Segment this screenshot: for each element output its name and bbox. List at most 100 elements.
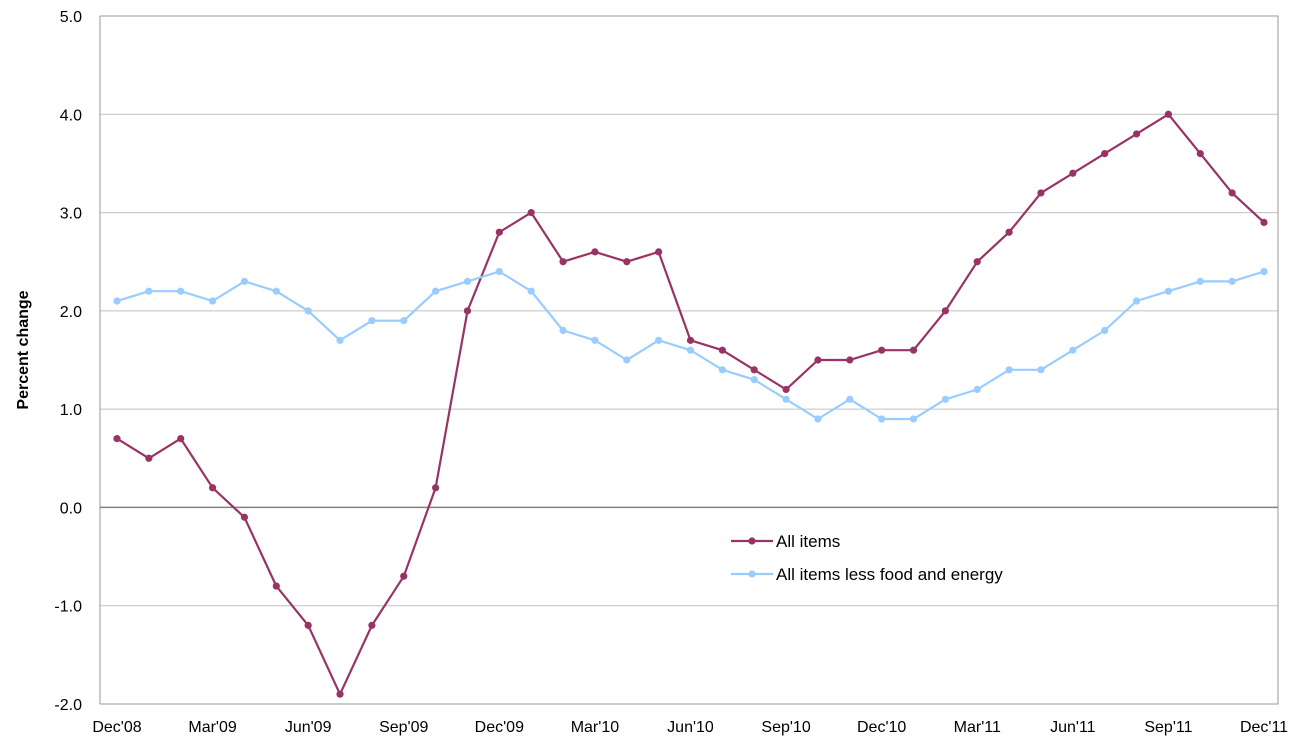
data-point xyxy=(1005,366,1013,374)
gridlines xyxy=(100,15,1278,705)
y-tick-label: 4.0 xyxy=(60,107,82,124)
data-point xyxy=(750,376,758,384)
y-tick-label: 0.0 xyxy=(60,500,82,517)
data-point xyxy=(623,356,631,364)
data-point xyxy=(941,395,949,403)
data-point xyxy=(814,415,822,423)
x-tick-label: Jun'10 xyxy=(667,719,714,736)
data-point xyxy=(1037,366,1045,374)
legend-swatch-marker xyxy=(748,537,756,545)
series-group xyxy=(113,110,1268,698)
data-point xyxy=(559,258,567,266)
legend: All items All items less food and energy xyxy=(731,532,1003,584)
data-point xyxy=(591,336,599,344)
data-point xyxy=(1196,150,1204,158)
data-point xyxy=(1164,287,1173,295)
series-core xyxy=(113,267,1268,423)
series-line xyxy=(116,113,1265,696)
data-point xyxy=(686,346,695,354)
data-point xyxy=(655,248,663,256)
y-tick-label: 3.0 xyxy=(60,206,82,223)
data-point xyxy=(527,287,535,295)
data-point xyxy=(941,307,949,315)
data-point xyxy=(495,267,503,276)
data-point xyxy=(336,336,344,344)
data-point xyxy=(272,582,280,590)
x-tick-label: Dec'08 xyxy=(92,719,141,736)
x-tick-label: Sep'09 xyxy=(379,719,428,736)
data-point xyxy=(1005,228,1013,236)
x-tick-label: Dec'10 xyxy=(857,719,906,736)
data-point xyxy=(909,346,918,354)
data-point xyxy=(1228,277,1236,285)
data-point xyxy=(973,258,981,266)
data-point xyxy=(686,336,695,344)
x-tick-label: Mar'10 xyxy=(571,719,620,736)
legend-entry: All items xyxy=(731,532,840,551)
data-point xyxy=(1132,130,1141,138)
x-tick-label: Mar'11 xyxy=(954,719,1001,736)
data-point xyxy=(1037,189,1045,197)
x-tick-label: Sep'11 xyxy=(1144,719,1192,736)
data-point xyxy=(208,484,217,492)
legend-entry: All items less food and energy xyxy=(731,565,1003,584)
data-point xyxy=(463,277,472,285)
y-tick-label: -2.0 xyxy=(54,697,82,714)
data-point xyxy=(145,454,153,462)
data-point xyxy=(304,621,312,629)
data-point xyxy=(432,484,440,492)
data-point xyxy=(814,356,822,364)
data-point xyxy=(145,287,153,295)
data-point xyxy=(113,297,121,305)
legend-label: All items xyxy=(776,532,840,551)
y-axis-label: Percent change xyxy=(15,290,32,409)
series-all-items xyxy=(113,110,1268,698)
data-point xyxy=(973,385,981,394)
y-tick-label: 5.0 xyxy=(60,9,82,26)
data-point xyxy=(208,297,217,305)
y-tick-label: -1.0 xyxy=(54,599,82,616)
data-point xyxy=(1101,150,1109,158)
data-point xyxy=(368,621,376,629)
data-point xyxy=(591,248,599,256)
legend-swatch-marker xyxy=(748,570,756,578)
data-point xyxy=(878,415,886,423)
data-point xyxy=(336,690,344,698)
data-point xyxy=(495,228,503,236)
plot-frame xyxy=(99,15,1279,705)
axes xyxy=(99,15,1279,705)
x-tick-label: Jun'09 xyxy=(285,719,332,736)
data-point xyxy=(1164,110,1173,118)
data-point xyxy=(1101,326,1109,335)
data-point xyxy=(782,395,790,403)
x-tick-labels: Dec'08 Mar'09 Jun'09 Sep'09 Dec'09 Mar'10 Jun'… xyxy=(92,719,1288,736)
y-tick-label: 1.0 xyxy=(60,402,82,419)
data-point xyxy=(272,287,280,295)
data-point xyxy=(846,395,854,403)
data-point xyxy=(878,346,886,354)
data-point xyxy=(113,435,121,443)
data-point xyxy=(1260,218,1268,226)
data-point xyxy=(909,415,918,423)
data-point xyxy=(718,346,726,354)
data-point xyxy=(400,317,408,325)
data-point xyxy=(304,307,312,315)
data-point xyxy=(559,326,567,335)
data-point xyxy=(718,366,726,374)
x-tick-label: Mar'09 xyxy=(188,719,237,736)
y-tick-label: 2.0 xyxy=(60,304,82,321)
data-point xyxy=(1260,267,1268,276)
x-tick-label: Jun'11 xyxy=(1050,719,1096,736)
data-point xyxy=(527,208,535,217)
data-point xyxy=(368,317,376,325)
data-point xyxy=(177,287,185,295)
data-point xyxy=(1228,189,1236,197)
data-point xyxy=(846,356,854,364)
legend-label: All items less food and energy xyxy=(776,565,1003,584)
data-point xyxy=(177,435,185,443)
series-line xyxy=(116,270,1265,421)
data-point xyxy=(1196,277,1204,285)
x-tick-label: Dec'11 xyxy=(1240,719,1288,736)
data-point xyxy=(655,336,663,344)
